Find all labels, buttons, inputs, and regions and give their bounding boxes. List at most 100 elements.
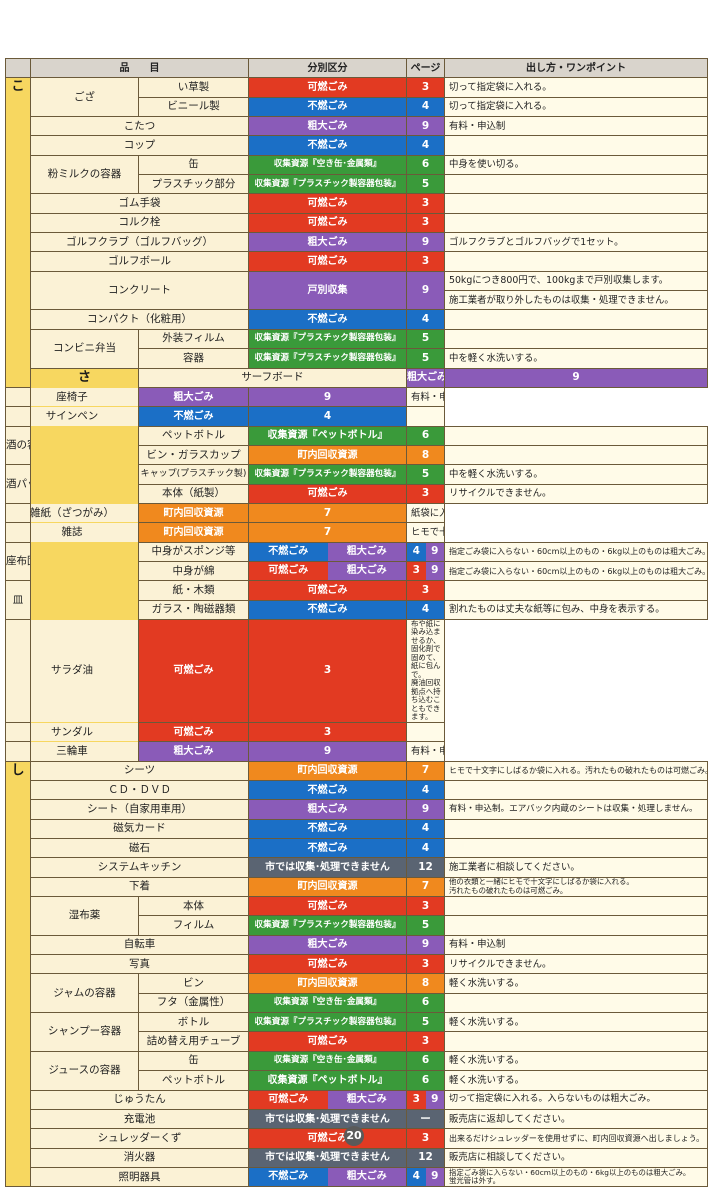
note: 切って指定袋に入れる。 [444,96,708,118]
item-jutan: じゅうたん [30,1089,249,1110]
note [444,818,708,840]
page-number: 3 [406,580,445,601]
page-number: 3 [407,562,426,580]
note [444,838,708,859]
page-split: 4 9 [406,541,445,562]
table-row: コンクリート 戸別収集 9 50kgにつき800円で、100kgまで戸別収集しま… [6,270,708,311]
sub-sake-pet: ペットボトル [138,425,249,446]
page-number: 9 [248,386,407,408]
sorting-table-sheet: 品 目 分別区分 ページ 出し方・ワンポイント こ ござ い草製 可燃ごみ 3 … [5,57,708,1187]
category-badge: 戸別収集 [248,270,407,311]
header-category: 分別区分 [248,57,407,79]
item-golfclub: ゴルフクラブ（ゴルフバッグ） [30,232,249,253]
category-badge: 粗大ごみ [327,1168,406,1186]
table-row: 磁石 不燃ごみ 4 [6,838,708,859]
table-row: 雑誌 町内回収資源 7 ヒモで十文字にしばる。 [5,522,708,543]
sub-conbini-yoki: 容器 [138,348,249,369]
category-badge: 可燃ごみ [248,77,407,98]
sub-milk-pura: プラスチック部分 [138,174,249,195]
item-korukusen: コルク栓 [30,212,249,234]
item-cddvd: ＣＤ・ＤＶＤ [30,779,249,801]
header-page: ページ [406,57,445,79]
table-row: 座椅子 粗大ごみ 9 有料・申込制 [5,386,708,408]
category-badge: 粗大ごみ [327,562,406,580]
page-number: 3 [406,1128,445,1149]
note [444,212,708,234]
page-number: 4 [406,838,445,859]
table-row: ペットボトル 収集資源『ペットボトル』 6 軽く水洗いする。 [6,1070,708,1091]
note: 指定ごみ袋に入らない・60cm以上のもの・6kg以上のものは粗大ごみ。 蛍光管は外… [444,1166,708,1187]
item-shokaki: 消火器 [30,1147,249,1168]
note [444,425,708,446]
category-badge: 可燃ごみ [248,212,407,234]
item-magcard: 磁気カード [30,818,249,840]
note: 有料・申込制 [406,741,445,762]
note: 有料・申込制 [406,386,445,408]
item-shippu: 湿布薬 [30,896,139,936]
category-split: 可燃ごみ 粗大ごみ [248,560,407,582]
note-line: 他の衣類と一緒にヒモで十文字にしばるか袋に入れる。 [449,877,634,887]
category-badge: 可燃ごみ [248,1031,407,1052]
table-row: 消火器 市では収集･処理できません 12 販売店に相談してください。 [6,1147,708,1168]
category-badge: 町内回収資源 [248,876,407,898]
category-badge: 収集資源『空き缶･金属類』 [248,154,407,176]
table-row: 本体（紙製） 可燃ごみ 3 リサイクルできません。 [6,483,708,504]
category-badge: 収集資源『プラスチック製容器包装』 [248,464,407,485]
note [444,915,708,936]
page-number: 3 [406,193,445,214]
note: 中を軽く水洗いする。 [444,348,708,369]
category-badge: 可燃ごみ [249,562,328,580]
section-ko: こ [5,77,31,388]
table-row: フタ（金属性） 収集資源『空き缶･金属類』 6 [6,992,708,1014]
category-badge: 可燃ごみ [248,954,407,975]
table-row: システムキッチン 市では収集･処理できません 12 施工業者に相談してください。 [6,857,708,878]
category-badge: 市では収集･処理できません [248,1147,407,1168]
page-number: 8 [406,444,445,466]
note: 割れたものは丈夫な紙等に包み、中身を表示する。 [444,599,708,620]
category-badge: 不燃ごみ [248,96,407,118]
item-surfboard: サーフボード [138,367,407,388]
note [444,779,708,801]
category-split: 不燃ごみ 粗大ごみ [248,541,407,562]
table-row: ゴルフボール 可燃ごみ 3 [6,251,708,272]
table-row: し シーツ 町内回収資源 7 ヒモで十文字にしばるか袋に入れる。汚れたもの破れた… [5,760,708,1187]
sub-milk-kan: 缶 [138,154,249,176]
note: リサイクルできません。 [444,954,708,975]
page-number: 9 [248,741,407,762]
table-row: こたつ 粗大ごみ 9 有料・申込制 [6,116,708,137]
page-number: 7 [406,760,445,782]
category-badge: 可燃ごみ [248,251,407,272]
table-row: シュレッダーくず 可燃ごみ 3 出来るだけシュレッダーを使用せずに、町内回収資源… [6,1128,708,1149]
page-number: 7 [406,876,445,898]
table-row: ＣＤ・ＤＶＤ 不燃ごみ 4 [6,779,708,801]
item-sanrinsha: 三輪車 [5,741,139,762]
table-row: ガラス・陶磁器類 不燃ごみ 4 割れたものは丈夫な紙等に包み、中身を表示する。 [6,599,708,620]
category-badge: 収集資源『プラスチック製容器包装』 [248,348,407,369]
category-badge: 収集資源『プラスチック製容器包装』 [248,328,407,350]
item-kotatsu: こたつ [30,116,249,137]
header-item: 品 目 [30,57,249,79]
note [444,444,708,466]
table-row: ビン・ガラスカップ 町内回収資源 8 [6,444,708,466]
note: ヒモで十文字にしばる。 [406,522,445,543]
note: 切って指定袋に入れる。 [444,77,708,98]
category-badge: 市では収集･処理できません [248,1108,407,1130]
page-number-badge: 20 [344,1126,364,1146]
category-badge: 粗大ごみ [406,367,445,388]
note: 中を軽く水洗いする。 [444,464,708,485]
item-signpen: サインペン [5,406,139,427]
note-line: 汚れたもの破れたものは可燃ごみ。 [449,885,568,895]
category-badge: 収集資源『ペットボトル』 [248,1070,407,1091]
category-badge: 不燃ごみ [249,543,328,561]
table-row: サラダ油 可燃ごみ 3 布や紙に染み込ませるか、固化剤で固めて、紙に包んで。 廃油… [5,618,708,723]
page-number: 5 [406,915,445,936]
note [444,174,708,195]
table-row: コルク栓 可燃ごみ 3 [6,212,708,234]
item-shomei: 照明器具 [30,1166,249,1187]
note: 中身を使い切る。 [444,154,708,176]
table-row: 下着 町内回収資源 7 他の衣類と一緒にヒモで十文字にしばるか袋に入れる。 汚れた… [6,876,708,898]
page-number: 9 [444,367,708,388]
note: 切って指定袋に入れる。入らないものは粗大ごみ。 [444,1089,708,1110]
table-row: サインペン 不燃ごみ 4 [5,406,708,427]
sub-jam-futa: フタ（金属性） [138,992,249,1014]
